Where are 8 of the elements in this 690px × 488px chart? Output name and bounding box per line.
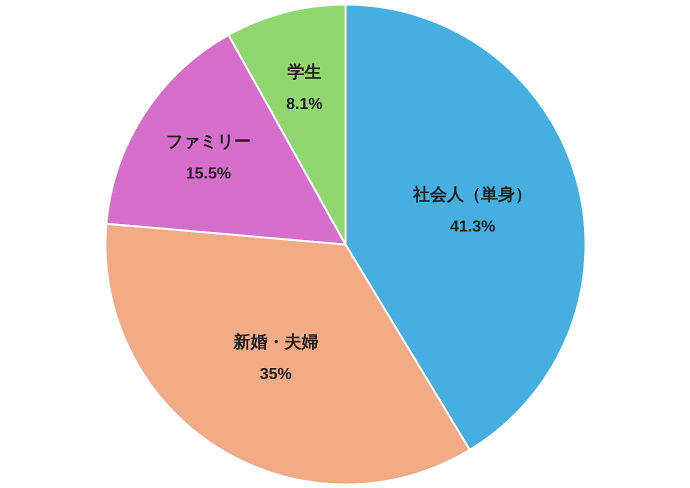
data-label: 35% bbox=[260, 366, 292, 384]
data-label: 41.3% bbox=[450, 218, 496, 236]
slice-label: 社会人（単身） bbox=[412, 185, 532, 206]
slice-label: 学生 bbox=[287, 62, 322, 83]
slice-label: ファミリー bbox=[166, 132, 251, 152]
data-label: 8.1% bbox=[286, 96, 323, 114]
slice-label: 新婚・夫婦 bbox=[232, 332, 318, 353]
data-label: 15.5% bbox=[186, 165, 232, 182]
